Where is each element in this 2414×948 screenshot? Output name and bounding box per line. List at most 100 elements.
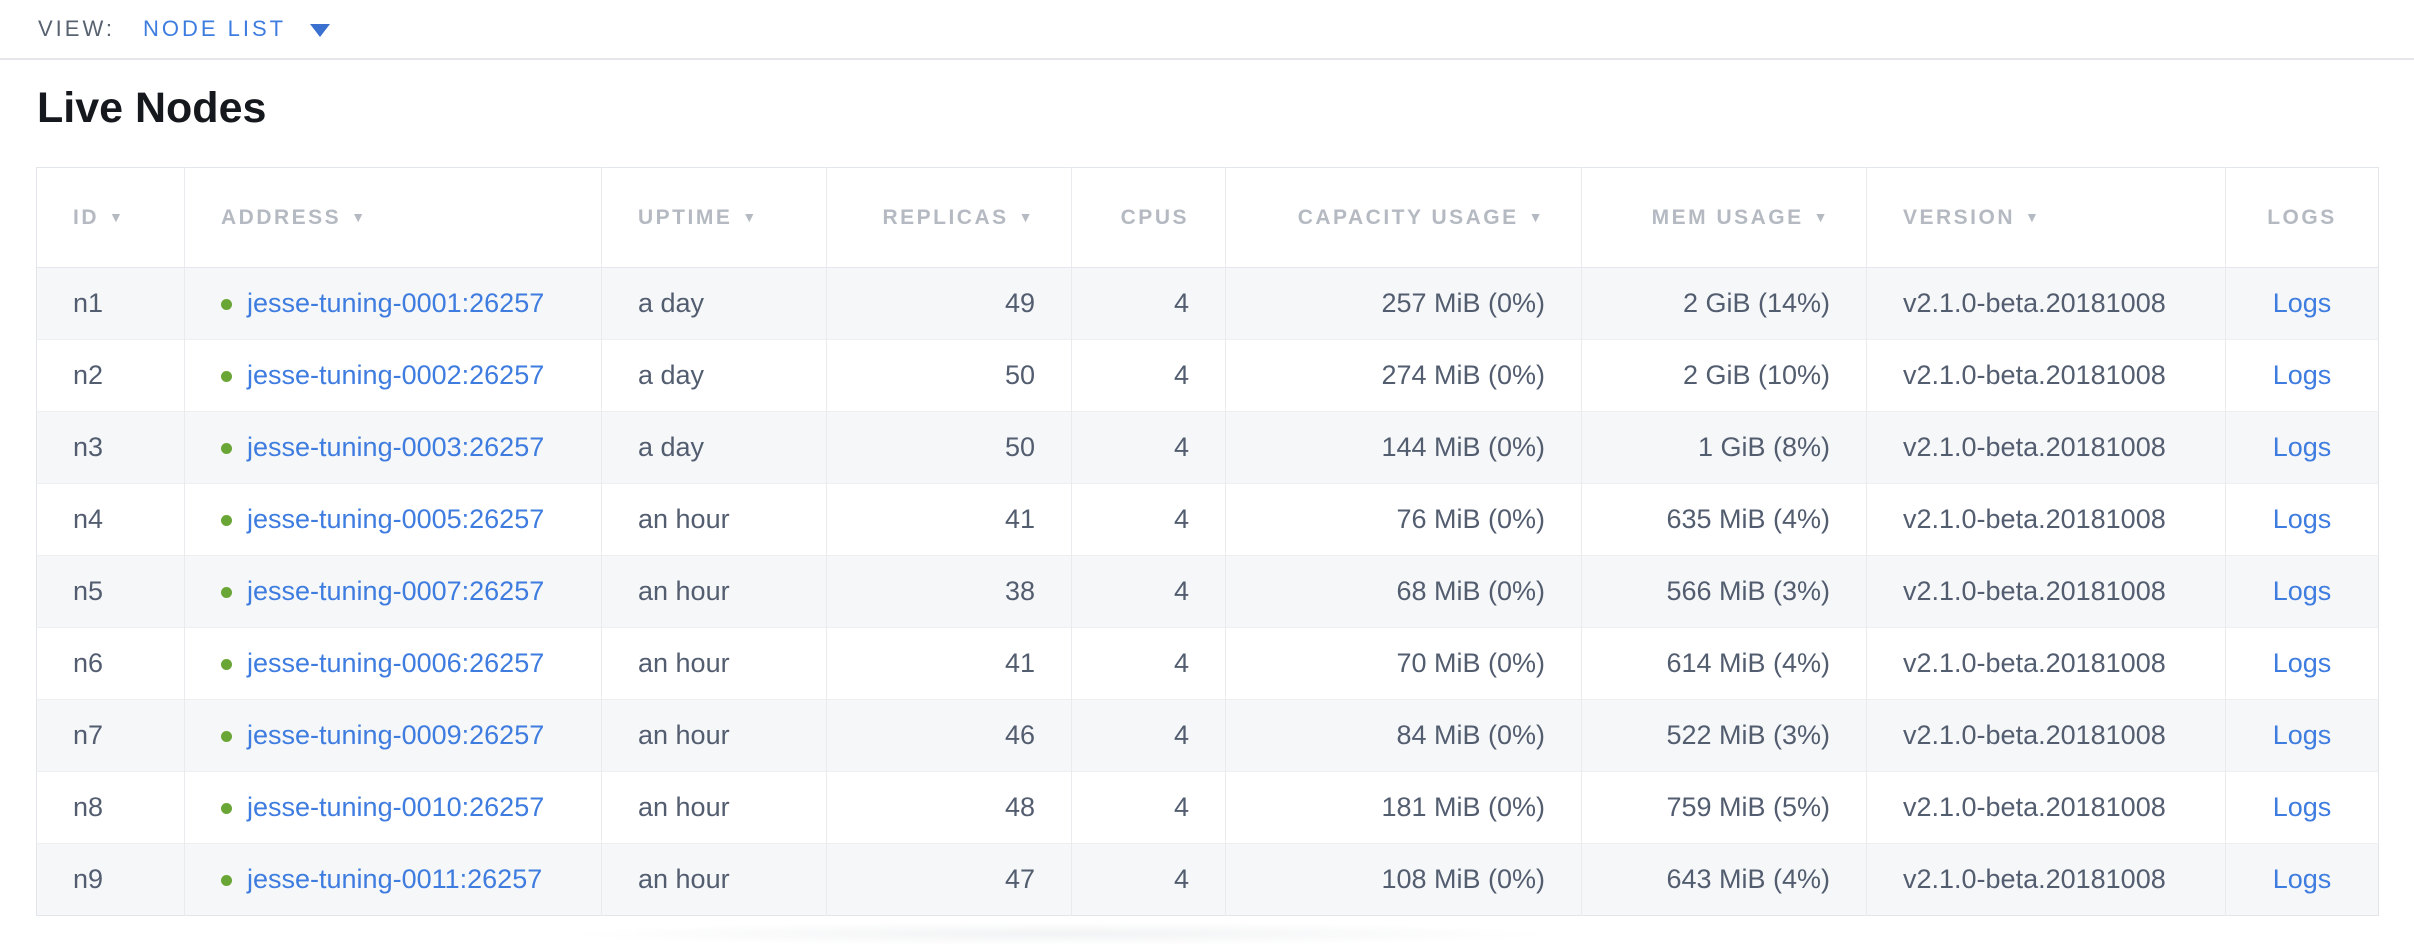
node-logs-link[interactable]: Logs xyxy=(2272,576,2332,607)
column-header-label: CAPACITY USAGE xyxy=(1297,205,1519,229)
address-cell: jesse-tuning-0009:26257 xyxy=(184,699,602,772)
table-row: n9 jesse-tuning-0011:26257 an hour 47 4 108 M… xyxy=(36,843,2379,916)
live-status-icon xyxy=(221,803,232,815)
uptime-cell: a day xyxy=(601,339,827,412)
table-row: n7 jesse-tuning-0009:26257 an hour 46 4 84 Mi… xyxy=(36,699,2379,772)
live-nodes-table: ID ▼ ADDRESS ▼ UPTIME ▼ REPLICAS ▼ CPUS CAPA… xyxy=(36,167,2379,917)
sort-desc-icon: ▼ xyxy=(742,208,759,225)
id-cell: n2 xyxy=(36,339,185,412)
node-address-link[interactable]: jesse-tuning-0009:26257 xyxy=(247,720,545,751)
sort-desc-icon: ▼ xyxy=(1018,208,1035,225)
node-address-link[interactable]: jesse-tuning-0002:26257 xyxy=(247,360,545,391)
replicas-cell: 50 xyxy=(826,411,1072,484)
logs-cell: Logs xyxy=(2225,411,2379,484)
replicas-cell: 48 xyxy=(826,771,1072,844)
logs-cell: Logs xyxy=(2225,483,2379,556)
cpus-cell: 4 xyxy=(1071,483,1226,556)
id-cell: n8 xyxy=(36,771,185,844)
replicas-cell: 41 xyxy=(826,483,1072,556)
column-header-version[interactable]: VERSION ▼ xyxy=(1866,167,2226,269)
mem_usage-cell: 635 MiB (4%) xyxy=(1581,483,1867,556)
cpus-cell: 4 xyxy=(1071,699,1226,772)
uptime-cell: a day xyxy=(601,267,827,340)
live-status-icon xyxy=(221,875,232,887)
node-logs-link[interactable]: Logs xyxy=(2272,864,2332,895)
cpus-cell: 4 xyxy=(1071,267,1226,340)
column-header-label: UPTIME xyxy=(638,205,733,229)
address-cell: jesse-tuning-0007:26257 xyxy=(184,555,602,628)
logs-cell: Logs xyxy=(2225,339,2379,412)
table-row: n2 jesse-tuning-0002:26257 a day 50 4 274 MiB… xyxy=(36,339,2379,412)
mem_usage-cell: 643 MiB (4%) xyxy=(1581,843,1867,916)
address-cell: jesse-tuning-0002:26257 xyxy=(184,339,602,412)
column-header-mem-usage[interactable]: MEM USAGE ▼ xyxy=(1581,167,1867,269)
live-status-icon xyxy=(221,371,232,383)
uptime-cell: an hour xyxy=(601,483,827,556)
node-address-link[interactable]: jesse-tuning-0005:26257 xyxy=(247,504,545,535)
capacity_usage-cell: 84 MiB (0%) xyxy=(1225,699,1582,772)
capacity_usage-cell: 76 MiB (0%) xyxy=(1225,483,1582,556)
sort-desc-icon: ▼ xyxy=(1813,208,1830,225)
sort-desc-icon: ▼ xyxy=(351,208,368,225)
uptime-cell: an hour xyxy=(601,771,827,844)
table-row: n6 jesse-tuning-0006:26257 an hour 41 4 70 Mi… xyxy=(36,627,2379,700)
uptime-cell: an hour xyxy=(601,699,827,772)
node-address-link[interactable]: jesse-tuning-0007:26257 xyxy=(247,576,545,607)
node-address-link[interactable]: jesse-tuning-0010:26257 xyxy=(247,792,545,823)
version-cell: v2.1.0-beta.20181008 xyxy=(1866,411,2226,484)
node-logs-link[interactable]: Logs xyxy=(2272,792,2332,823)
uptime-cell: an hour xyxy=(601,627,827,700)
live-status-icon xyxy=(221,659,232,671)
column-header-id[interactable]: ID ▼ xyxy=(36,167,185,269)
node-logs-link[interactable]: Logs xyxy=(2272,720,2332,751)
column-header-capacity-usage[interactable]: CAPACITY USAGE ▼ xyxy=(1225,167,1582,269)
address-cell: jesse-tuning-0005:26257 xyxy=(184,483,602,556)
version-cell: v2.1.0-beta.20181008 xyxy=(1866,627,2226,700)
node-address-link[interactable]: jesse-tuning-0006:26257 xyxy=(247,648,545,679)
node-logs-link[interactable]: Logs xyxy=(2272,504,2332,535)
live-status-icon xyxy=(221,587,232,599)
node-logs-link[interactable]: Logs xyxy=(2272,648,2332,679)
node-logs-link[interactable]: Logs xyxy=(2272,432,2332,463)
node-address-link[interactable]: jesse-tuning-0003:26257 xyxy=(247,432,545,463)
column-header-cpus: CPUS xyxy=(1071,167,1226,269)
column-header-uptime[interactable]: UPTIME ▼ xyxy=(601,167,827,269)
capacity_usage-cell: 257 MiB (0%) xyxy=(1225,267,1582,340)
mem_usage-cell: 2 GiB (10%) xyxy=(1581,339,1867,412)
id-cell: n6 xyxy=(36,627,185,700)
mem_usage-cell: 1 GiB (8%) xyxy=(1581,411,1867,484)
column-header-replicas[interactable]: REPLICAS ▼ xyxy=(826,167,1072,269)
id-cell: n9 xyxy=(36,843,185,916)
node-address-link[interactable]: jesse-tuning-0001:26257 xyxy=(247,288,545,319)
column-header-label: ADDRESS xyxy=(221,205,342,229)
capacity_usage-cell: 108 MiB (0%) xyxy=(1225,843,1582,916)
view-selector-dropdown[interactable]: NODE LIST xyxy=(143,16,331,42)
live-status-icon xyxy=(221,443,232,455)
version-cell: v2.1.0-beta.20181008 xyxy=(1866,267,2226,340)
id-cell: n1 xyxy=(36,267,185,340)
version-cell: v2.1.0-beta.20181008 xyxy=(1866,339,2226,412)
column-header-address[interactable]: ADDRESS ▼ xyxy=(184,167,602,269)
table-row: n3 jesse-tuning-0003:26257 a day 50 4 144 MiB… xyxy=(36,411,2379,484)
node-address-link[interactable]: jesse-tuning-0011:26257 xyxy=(247,864,543,895)
uptime-cell: an hour xyxy=(601,843,827,916)
mem_usage-cell: 522 MiB (3%) xyxy=(1581,699,1867,772)
logs-cell: Logs xyxy=(2225,627,2379,700)
chevron-down-icon xyxy=(310,24,331,37)
id-cell: n3 xyxy=(36,411,185,484)
cpus-cell: 4 xyxy=(1071,771,1226,844)
address-cell: jesse-tuning-0006:26257 xyxy=(184,627,602,700)
uptime-cell: an hour xyxy=(601,555,827,628)
node-logs-link[interactable]: Logs xyxy=(2272,360,2332,391)
replicas-cell: 47 xyxy=(826,843,1072,916)
mem_usage-cell: 614 MiB (4%) xyxy=(1581,627,1867,700)
capacity_usage-cell: 68 MiB (0%) xyxy=(1225,555,1582,628)
version-cell: v2.1.0-beta.20181008 xyxy=(1866,483,2226,556)
replicas-cell: 50 xyxy=(826,339,1072,412)
logs-cell: Logs xyxy=(2225,771,2379,844)
node-logs-link[interactable]: Logs xyxy=(2272,288,2332,319)
table-row: n5 jesse-tuning-0007:26257 an hour 38 4 68 Mi… xyxy=(36,555,2379,628)
live-status-icon xyxy=(221,299,232,311)
cpus-cell: 4 xyxy=(1071,627,1226,700)
sort-desc-icon: ▼ xyxy=(2025,208,2042,225)
